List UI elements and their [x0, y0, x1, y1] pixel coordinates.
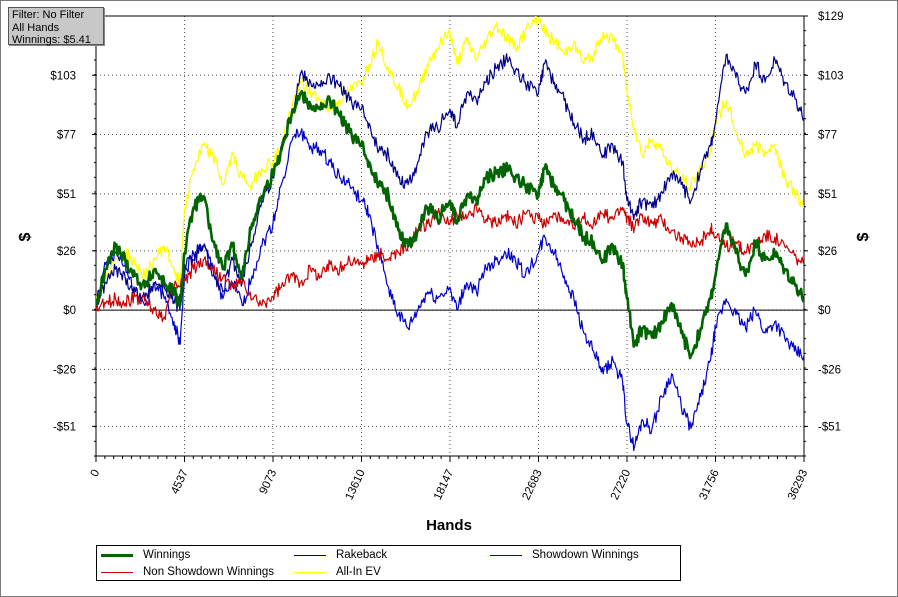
legend-label-winnings: Winnings [143, 549, 191, 561]
series-line-showdown-winnings [96, 128, 804, 452]
filter-info-box: Filter: No Filter All Hands Winnings: $5… [8, 7, 104, 46]
series-line-all-in-ev [96, 16, 804, 299]
y-tick-label-right: $26 [818, 246, 837, 258]
legend-item-rakeback: Rakeback [294, 547, 387, 563]
legend-swatch-showdown-winnings [490, 554, 522, 556]
legend-item-winnings: Winnings [101, 547, 190, 563]
x-tick-label: 27220 [609, 468, 633, 502]
legend-swatch-rakeback [294, 554, 326, 556]
winnings-text: Winnings: $5.41 [12, 34, 91, 46]
y-tick-label-right: $77 [818, 130, 837, 142]
legend-swatch-winnings [101, 553, 133, 557]
x-axis-label: Hands [426, 517, 472, 534]
x-tick-label: 9073 [258, 468, 280, 496]
series-line-non-showdown-winnings [96, 203, 804, 323]
series-layer [96, 16, 804, 452]
legend-label-showdown-winnings: Showdown Winnings [532, 549, 639, 561]
x-tick-label: 13610 [343, 468, 367, 502]
x-tick-label: 36293 [786, 468, 810, 502]
tick-labels: $129$129$103$103$77$77$51$51$26$26$0$0-$… [50, 11, 843, 502]
y-axis-label-right: $ [855, 232, 872, 241]
y-tick-label-right: -$26 [818, 364, 841, 376]
y-tick-label-right: $129 [818, 11, 844, 23]
y-tick-label-left: $26 [57, 246, 76, 258]
y-tick-label-right: $103 [818, 70, 844, 82]
series-line-winnings [96, 89, 804, 360]
chart-legend: Winnings Rakeback Showdown Winnings Non Sho… [96, 545, 681, 581]
x-tick-label: 0 [89, 468, 103, 479]
axes [92, 15, 808, 462]
y-tick-label-left: -$51 [53, 421, 76, 433]
legend-item-all-in-ev: All-In EV [294, 564, 381, 580]
y-axis-label-left: $ [17, 232, 34, 241]
x-tick-label: 31756 [697, 468, 721, 502]
y-tick-label-left: $77 [57, 130, 76, 142]
y-tick-label-right: -$51 [818, 421, 841, 433]
y-tick-label-left: $0 [63, 305, 76, 317]
y-tick-label-right: $0 [818, 305, 831, 317]
y-tick-label-left: $103 [50, 70, 76, 82]
filter-text: Filter: No Filter [12, 9, 85, 21]
hands-text: All Hands [12, 21, 60, 34]
series-line-rakeback [96, 53, 804, 312]
grid-lines [96, 15, 804, 456]
x-tick-label: 22683 [520, 468, 544, 502]
legend-label-rakeback: Rakeback [336, 549, 388, 561]
x-tick-label: 4537 [169, 468, 191, 496]
legend-label-all-in-ev: All-In EV [336, 566, 381, 578]
legend-item-non-showdown-winnings: Non Showdown Winnings [101, 564, 274, 580]
y-tick-label-left: -$26 [53, 364, 76, 376]
legend-swatch-non-showdown-winnings [101, 571, 133, 573]
y-tick-label-left: $51 [57, 189, 76, 201]
x-tick-label: 18147 [432, 468, 456, 502]
legend-swatch-all-in-ev [294, 571, 326, 573]
legend-label-non-showdown-winnings: Non Showdown Winnings [143, 566, 275, 578]
legend-item-showdown-winnings: Showdown Winnings [490, 547, 639, 563]
y-tick-label-right: $51 [818, 189, 837, 201]
